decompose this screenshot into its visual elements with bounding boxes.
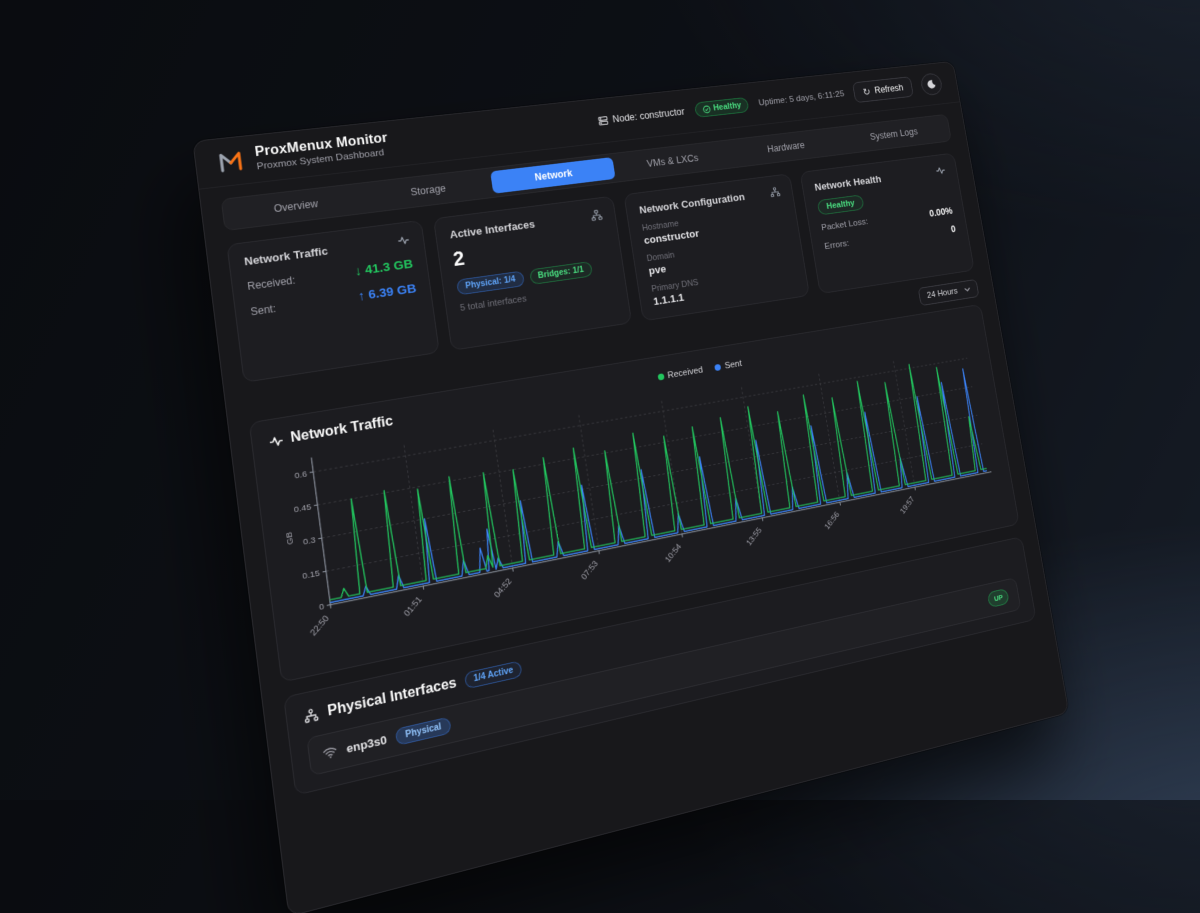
- interface-status-badge: UP: [987, 588, 1009, 608]
- svg-text:22:50: 22:50: [308, 613, 332, 638]
- interface-name: enp3s0: [346, 732, 388, 755]
- network-icon: [590, 209, 603, 221]
- svg-text:0.45: 0.45: [293, 501, 312, 514]
- network-health-card: Network Health Healthy Packet Loss: 0.00…: [800, 153, 975, 294]
- svg-text:01:51: 01:51: [402, 595, 424, 619]
- tab-storage[interactable]: Storage: [361, 171, 493, 209]
- server-icon: [597, 115, 609, 126]
- legend-received: Received: [657, 365, 704, 382]
- svg-text:04:52: 04:52: [492, 576, 513, 599]
- network-health-card-title: Network Health: [814, 173, 882, 193]
- network-configuration-card: Network Configuration Hostname construct…: [624, 173, 810, 321]
- svg-text:10:54: 10:54: [663, 542, 683, 565]
- legend-sent-dot: [714, 364, 721, 371]
- svg-text:0.15: 0.15: [302, 568, 322, 582]
- network-traffic-card: Network Traffic Received: ↓ 41.3 GB Sent…: [226, 220, 439, 383]
- brand: ProxMenux Monitor Proxmox System Dashboa…: [215, 131, 391, 176]
- svg-text:0: 0: [319, 601, 326, 612]
- interface-type-badge: Physical: [395, 716, 452, 745]
- moon-icon: [926, 79, 937, 90]
- activity-icon: [268, 433, 284, 448]
- bridges-count-badge: Bridges: 1/1: [529, 261, 593, 285]
- svg-text:13:55: 13:55: [744, 525, 763, 547]
- svg-text:0.3: 0.3: [302, 534, 317, 546]
- health-badge: Healthy: [817, 194, 864, 215]
- active-count-badge: 1/4 Active: [464, 660, 523, 689]
- physical-count-badge: Physical: 1/4: [456, 271, 524, 296]
- theme-toggle-button[interactable]: [920, 72, 944, 96]
- activity-icon: [397, 234, 410, 247]
- refresh-button[interactable]: ↻ Refresh: [852, 76, 914, 103]
- scene: ProxMenux Monitor Proxmox System Dashboa…: [0, 0, 1200, 800]
- svg-text:19:57: 19:57: [898, 495, 916, 516]
- time-range-select[interactable]: 24 Hours: [918, 279, 979, 306]
- tab-vms-lxcs[interactable]: VMs & LXCs: [612, 143, 732, 178]
- received-value: ↓ 41.3 GB: [354, 257, 414, 279]
- arrow-down-icon: ↓: [354, 264, 362, 279]
- proxmenux-logo-icon: [215, 147, 247, 175]
- svg-text:16:56: 16:56: [823, 509, 842, 531]
- legend-sent: Sent: [714, 359, 742, 373]
- check-circle-icon: [702, 104, 711, 113]
- refresh-icon: ↻: [862, 86, 871, 96]
- chevron-down-icon: [964, 287, 971, 292]
- activity-icon: [935, 165, 946, 176]
- tab-hardware[interactable]: Hardware: [728, 130, 842, 164]
- ethernet-icon: [303, 707, 320, 725]
- tab-system-logs[interactable]: System Logs: [839, 118, 948, 151]
- node-label: Node: constructor: [612, 106, 685, 125]
- arrow-up-icon: ↑: [357, 289, 365, 304]
- sitemap-icon: [769, 186, 781, 198]
- dashboard-window: ProxMenux Monitor Proxmox System Dashboa…: [192, 61, 1069, 913]
- tab-overview[interactable]: Overview: [226, 187, 365, 227]
- network-traffic-card-title: Network Traffic: [243, 244, 328, 267]
- health-status-badge: Healthy: [694, 97, 750, 118]
- legend-received-dot: [657, 373, 664, 380]
- active-interfaces-card: Active Interfaces 2 Physical: 1/4 Bridge…: [433, 196, 632, 351]
- tab-network[interactable]: Network: [490, 157, 615, 194]
- active-interfaces-card-title: Active Interfaces: [449, 218, 536, 241]
- sent-value: ↑ 6.39 GB: [357, 281, 417, 303]
- wifi-icon: [322, 745, 338, 760]
- svg-text:07:53: 07:53: [579, 558, 600, 581]
- node-indicator: Node: constructor: [597, 106, 685, 126]
- svg-text:0.6: 0.6: [294, 468, 308, 480]
- svg-text:GB: GB: [283, 531, 295, 546]
- uptime-label: Uptime: 5 days, 6:11:25: [758, 90, 845, 108]
